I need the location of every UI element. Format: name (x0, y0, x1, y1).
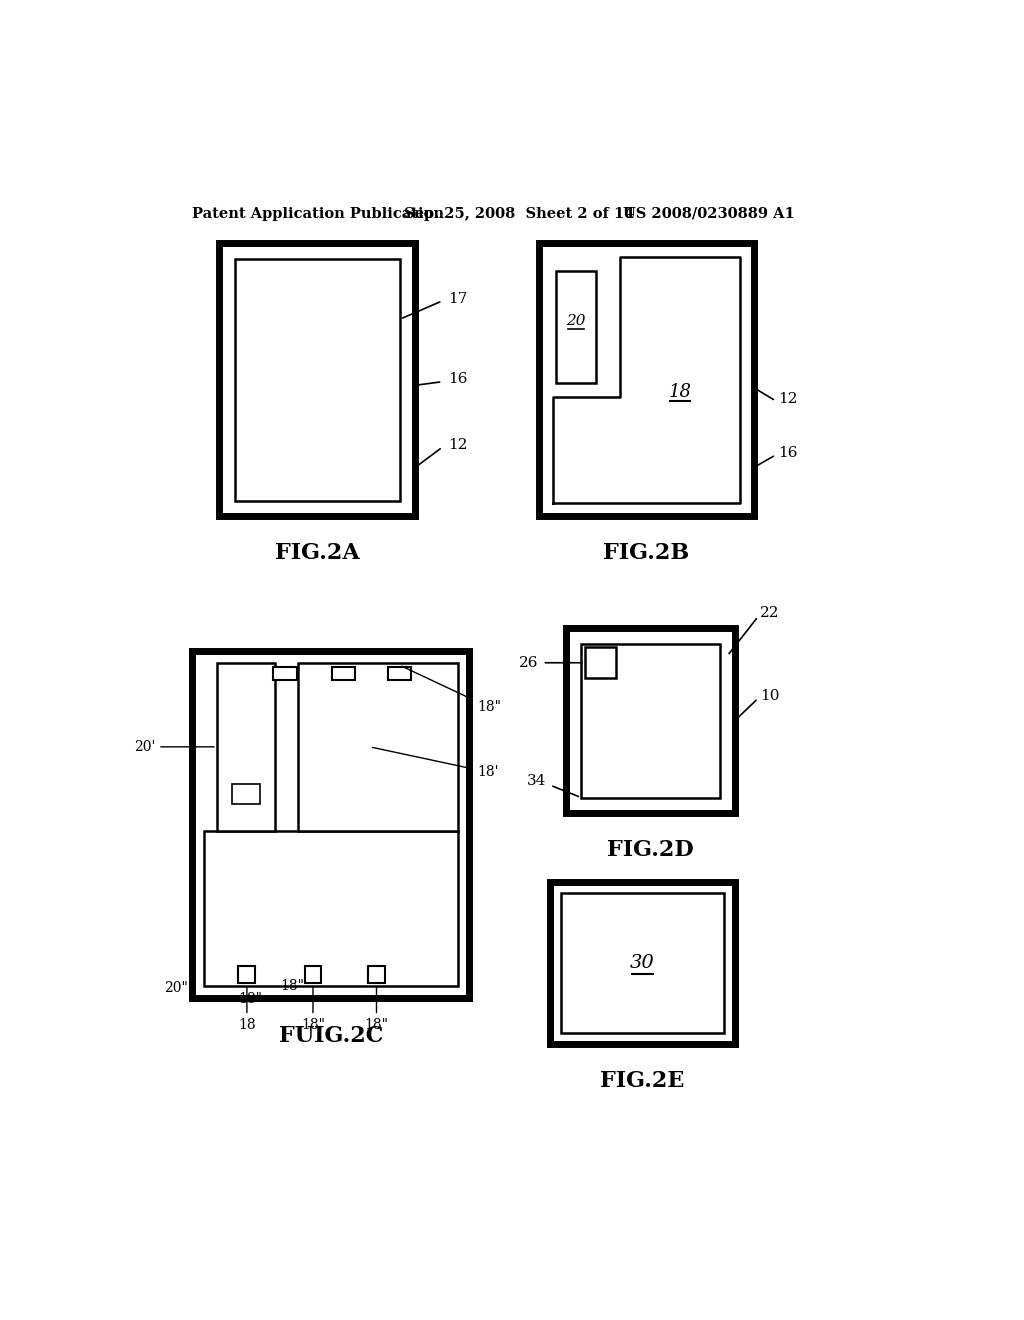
Text: 18': 18' (373, 747, 499, 779)
Bar (298, 663, 458, 830)
Text: FUIG.2C: FUIG.2C (279, 1026, 383, 1047)
Text: 16: 16 (447, 372, 467, 387)
Text: Sep. 25, 2008  Sheet 2 of 14: Sep. 25, 2008 Sheet 2 of 14 (403, 207, 634, 220)
Bar (219, 243, 416, 516)
Bar (581, 644, 720, 797)
Bar (561, 892, 724, 1034)
Text: 16: 16 (778, 446, 798, 461)
Text: FIG.2B: FIG.2B (603, 543, 689, 565)
Text: 18": 18" (239, 991, 263, 1006)
Bar (539, 243, 755, 516)
Bar (239, 966, 255, 983)
Bar (217, 663, 275, 830)
Text: 18: 18 (239, 1018, 256, 1032)
Bar (232, 784, 260, 804)
Text: 22: 22 (760, 606, 779, 619)
Text: US 2008/0230889 A1: US 2008/0230889 A1 (624, 207, 795, 220)
Text: 17: 17 (447, 292, 467, 305)
Text: 10: 10 (760, 689, 779, 704)
Text: FIG.2E: FIG.2E (600, 1069, 685, 1092)
Bar (234, 259, 400, 502)
Text: 20": 20" (165, 982, 188, 995)
Text: Patent Application Publication: Patent Application Publication (193, 207, 444, 220)
Bar (565, 628, 735, 813)
Bar (388, 667, 411, 681)
Text: 20: 20 (566, 314, 586, 329)
Text: FIG.2A: FIG.2A (274, 543, 359, 565)
Text: FIG.2D: FIG.2D (607, 840, 693, 861)
Text: 34: 34 (527, 775, 547, 788)
Text: 26: 26 (519, 656, 539, 669)
Text: 18": 18" (401, 667, 501, 714)
Text: 30: 30 (630, 954, 655, 972)
Text: 18": 18" (301, 1018, 325, 1032)
Bar (368, 966, 385, 983)
Text: 12: 12 (447, 438, 467, 451)
Bar (204, 830, 458, 986)
Text: 12: 12 (778, 392, 798, 407)
Text: 18: 18 (669, 383, 692, 401)
Bar (556, 271, 596, 383)
Text: 18": 18" (365, 1018, 388, 1032)
Text: 18": 18" (281, 979, 305, 993)
Bar (332, 667, 355, 681)
Text: 20': 20' (134, 739, 214, 754)
Bar (585, 647, 615, 678)
Bar (304, 966, 322, 983)
Bar (550, 882, 735, 1044)
Bar (273, 667, 297, 681)
Bar (193, 651, 469, 998)
